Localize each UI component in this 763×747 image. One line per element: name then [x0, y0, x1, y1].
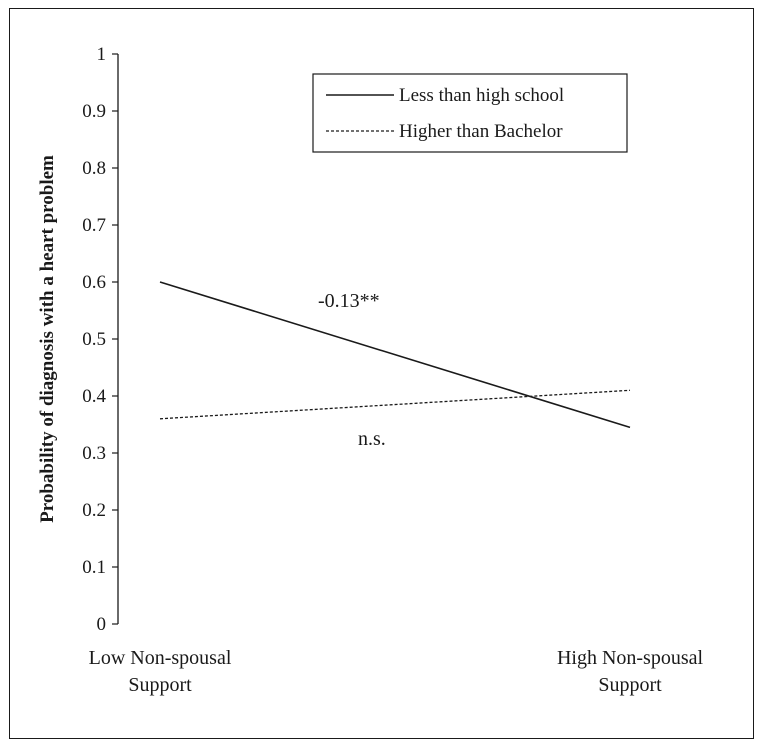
legend-box: [312, 73, 628, 153]
y-tick-label: 0.1: [82, 557, 106, 578]
y-tick-label: 0.8: [82, 158, 106, 179]
y-tick-label: 0.2: [82, 500, 106, 521]
annotation-ns: n.s.: [358, 428, 386, 450]
legend-label-2: Higher than Bachelor: [399, 121, 563, 142]
series-line-1: [159, 281, 631, 429]
y-tick-label: 0.4: [82, 386, 106, 407]
x-category-label: Support: [598, 674, 662, 696]
annotation-coefficient: -0.13**: [318, 290, 380, 312]
y-tick-label: 0.5: [82, 329, 106, 350]
plot-area: 0 0.1 0.2 0.3 0.4 0.5 0.6 0.7 0.8 0.9 1 -0.13** n.s…: [82, 44, 703, 696]
y-tick-label: 1: [97, 44, 107, 65]
y-tick-label: 0.9: [82, 101, 106, 122]
x-category-labels: Low Non-spousal Support High Non-spousal Su…: [89, 647, 704, 696]
series-line-2: [159, 389, 631, 420]
y-ticks: 0 0.1 0.2 0.3 0.4 0.5 0.6 0.7 0.8 0.9 1: [82, 44, 118, 635]
y-tick-label: 0.7: [82, 215, 106, 236]
legend-label-1: Less than high school: [399, 85, 564, 106]
y-tick-label: 0.6: [82, 272, 106, 293]
y-tick-label: 0: [97, 614, 107, 635]
legend: Less than high school Higher than Bachelo…: [312, 73, 628, 153]
series-group: [159, 281, 631, 429]
y-axis-label: Probability of diagnosis with a heart pr…: [37, 155, 58, 523]
x-category-label: High Non-spousal: [557, 647, 704, 669]
x-category-label: Low Non-spousal: [89, 647, 232, 669]
x-category-label: Support: [128, 674, 192, 696]
annotations: -0.13** n.s.: [318, 290, 386, 450]
y-tick-label: 0.3: [82, 443, 106, 464]
